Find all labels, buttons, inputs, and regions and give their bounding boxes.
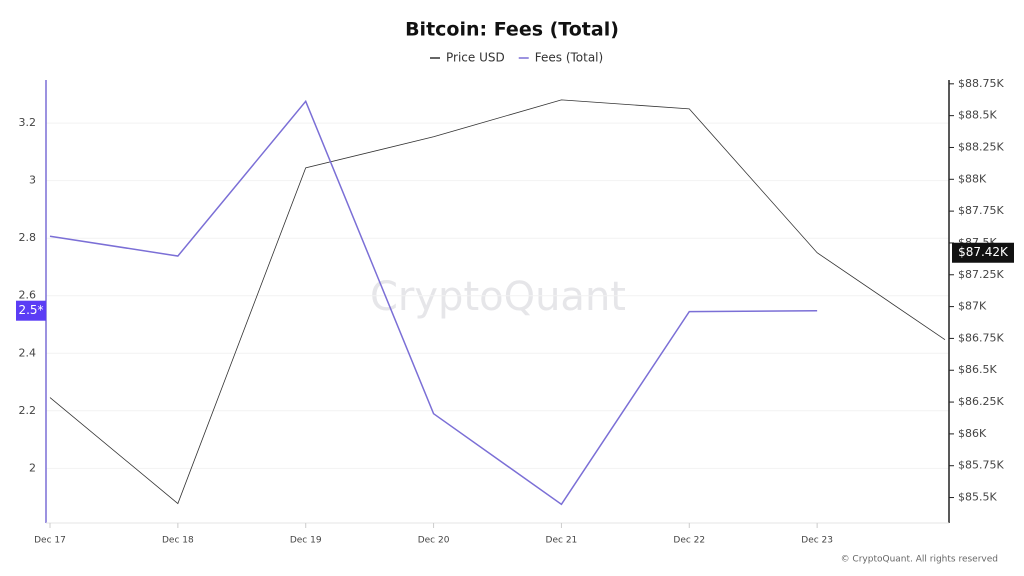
y-tick-label: 3.2 [19,116,37,129]
watermark: CryptoQuant [370,274,626,320]
series-line [49,99,818,506]
value-badge-label: $87.42K [958,245,1009,259]
y2-tick-label: $86.25K [958,395,1004,408]
y2-tick-label: $86.75K [958,331,1004,344]
y2-tick-label: $88.25K [958,140,1004,153]
x-tick-label: Dec 20 [418,536,450,546]
y2-tick-label: $87K [958,300,987,313]
footer: © CryptoQuant. All rights reserved [841,555,998,565]
series-line [49,99,946,505]
x-tick-label: Dec 22 [673,536,705,546]
y2-tick-label: $85.75K [958,459,1004,472]
value-badge-label: 2.5* [18,303,43,317]
x-tick-label: Dec 18 [162,536,194,546]
y2-tick-label: $85.5K [958,491,997,504]
chart-title: Bitcoin: Fees (Total) [405,19,619,41]
x-tick-label: Dec 23 [801,536,833,546]
y2-tick-label: $87.75K [958,204,1004,217]
legend-label: Price USD [446,51,505,65]
value-badge [952,242,1014,263]
y2-tick-label: $88K [958,172,987,185]
y2-tick-label: $86K [958,427,987,440]
y-tick-label: 2.4 [19,346,37,359]
x-tick-label: Dec 19 [290,536,322,546]
x-tick-label: Dec 21 [546,536,578,546]
value-badge [16,300,46,321]
y-tick-label: 3 [29,174,36,187]
y2-tick-label: $87.25K [958,268,1004,281]
y-tick-label: 2.8 [19,231,37,244]
x-tick-label: Dec 17 [34,536,66,546]
legend-label: Fees (Total) [535,51,603,65]
y2-tick-label: $88.5K [958,109,997,122]
y-tick-label: 2.6 [19,289,37,302]
y-tick-label: 2.2 [19,404,37,417]
y-tick-label: 2 [29,461,36,474]
y2-tick-label: $86.5K [958,363,997,376]
y2-tick-label: $88.75K [958,77,1004,90]
